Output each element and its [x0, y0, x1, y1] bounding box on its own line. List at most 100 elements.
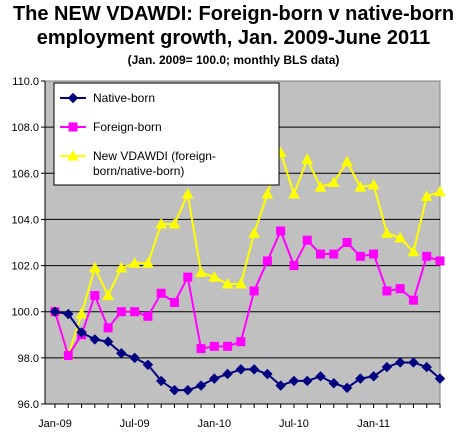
data-point — [90, 291, 100, 301]
y-tick-label: 98.0 — [18, 353, 39, 365]
data-point — [49, 306, 61, 317]
series-2 — [50, 226, 445, 361]
data-point — [394, 231, 407, 243]
data-point — [434, 373, 446, 384]
data-point — [221, 277, 234, 289]
data-point — [381, 227, 393, 238]
data-point — [435, 256, 445, 266]
x-tick-label: Jan-10 — [197, 418, 231, 430]
data-point — [155, 375, 167, 387]
data-point — [155, 218, 168, 229]
data-point — [394, 357, 406, 368]
data-point — [209, 341, 219, 351]
data-point — [63, 308, 74, 320]
data-point — [75, 307, 88, 319]
data-point — [422, 251, 432, 261]
x-tick-label: Jul-09 — [120, 418, 150, 430]
chart-subtitle: (Jan. 2009= 100.0; monthly BLS data) — [127, 53, 340, 67]
chart-title-line1: The NEW VDAWDI: Foreign-born v native-bo… — [12, 3, 455, 25]
data-point — [249, 286, 259, 296]
data-point — [116, 307, 126, 317]
data-point — [302, 375, 313, 387]
data-point — [301, 153, 314, 164]
data-point — [355, 251, 365, 261]
data-point — [129, 352, 140, 364]
x-tick-label: Jan-11 — [357, 418, 390, 430]
data-point — [369, 249, 379, 259]
chart-title-line2: employment growth, Jan. 2009-June 2011 — [36, 27, 431, 49]
data-point — [382, 286, 392, 296]
data-point — [89, 334, 101, 345]
data-point — [434, 185, 446, 197]
data-point — [130, 307, 140, 317]
data-point — [275, 380, 286, 391]
y-tick-label: 110.0 — [12, 76, 39, 88]
data-point — [235, 364, 247, 375]
data-point — [235, 277, 247, 289]
data-point — [196, 344, 206, 354]
data-point — [408, 357, 419, 368]
data-point — [182, 384, 193, 396]
data-point — [368, 371, 379, 382]
data-point — [315, 371, 326, 382]
series-line — [54, 149, 441, 359]
data-point — [168, 218, 181, 229]
data-point — [408, 295, 418, 305]
data-point — [142, 359, 154, 370]
data-point — [248, 227, 260, 238]
legend-swatch-marker — [67, 149, 79, 161]
data-point — [195, 380, 207, 391]
data-point — [183, 272, 193, 282]
data-point — [222, 368, 233, 380]
data-point — [195, 266, 207, 277]
data-point — [316, 249, 326, 259]
legend: Native-born Foreign-born New VDAWDI (forei… — [53, 82, 280, 186]
data-point — [341, 382, 353, 394]
data-point — [328, 378, 340, 389]
data-point — [115, 261, 128, 273]
data-point — [261, 188, 274, 199]
data-point — [421, 361, 432, 373]
data-point — [395, 284, 405, 294]
data-point — [103, 323, 113, 333]
data-point — [289, 261, 299, 271]
legend-label: Foreign-born — [93, 120, 162, 134]
data-point — [329, 249, 339, 259]
y-tick-label: 100.0 — [11, 307, 39, 319]
x-tick-label: Jul-10 — [279, 418, 309, 430]
data-point — [288, 188, 300, 199]
legend-swatch-marker — [68, 122, 78, 132]
legend-label: Native-born — [93, 91, 155, 105]
y-axis-ticks: 96.0 98.0 100.0 102.0 104.0 106.0 108.0 110.0 — [11, 76, 45, 411]
legend-swatch-marker — [67, 92, 79, 104]
data-point — [102, 289, 114, 301]
y-tick-label: 106.0 — [11, 168, 39, 180]
data-point — [314, 181, 327, 192]
data-point — [354, 181, 367, 192]
data-point — [341, 155, 353, 167]
data-point — [143, 311, 153, 321]
data-point — [76, 327, 87, 338]
data-point — [181, 188, 194, 199]
y-tick-label: 104.0 — [11, 214, 39, 226]
y-tick-label: 102.0 — [11, 261, 39, 273]
data-point — [128, 257, 141, 268]
data-point — [208, 271, 221, 282]
data-point — [88, 261, 101, 273]
data-point — [327, 176, 340, 188]
data-point — [420, 190, 433, 201]
data-point — [276, 226, 286, 236]
data-point — [407, 245, 420, 257]
data-point — [223, 341, 233, 351]
data-point — [248, 364, 260, 375]
data-point — [302, 235, 312, 245]
data-point — [288, 375, 300, 387]
data-point — [169, 384, 180, 396]
y-tick-label: 108.0 — [11, 122, 39, 134]
y-tick-label: 96.0 — [18, 399, 39, 411]
data-point — [169, 297, 179, 307]
data-point — [116, 348, 127, 359]
series-1 — [49, 306, 446, 396]
data-point — [142, 257, 154, 268]
